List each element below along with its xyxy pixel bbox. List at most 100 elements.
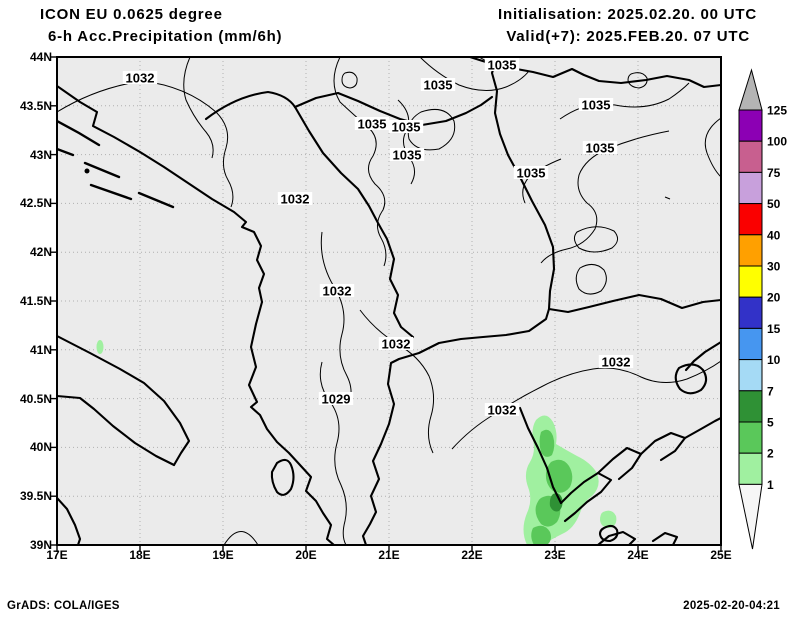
border-bulgaria-greece: [547, 293, 721, 314]
contour-label: 1032: [378, 337, 414, 352]
model-title: ICON EU 0.0625 degree: [40, 6, 223, 23]
colorbar-label: 2: [767, 447, 774, 461]
contour-line: [57, 80, 234, 208]
coastline-chalkidiki-2: [596, 446, 643, 481]
contour-label-text: 1032: [281, 192, 310, 207]
island-sliver-5: [137, 191, 175, 209]
colorbar-label: 30: [767, 260, 781, 274]
initialisation-time: Initialisation: 2025.02.20. 00 UTC: [498, 6, 757, 23]
contour-label: 1035: [354, 117, 390, 132]
lon-tick-label: 22E: [461, 548, 483, 562]
contour-line: [575, 264, 607, 295]
contour-label-text: 1035: [586, 141, 615, 156]
lat-tick-label: 42N: [29, 245, 52, 260]
contour-label-bg: [420, 78, 456, 91]
coastline-chalkidiki-3: [639, 431, 687, 462]
colorbar-segment: [738, 359, 763, 392]
precip-area-medium-1: [539, 429, 555, 457]
contour-label: 1032: [277, 192, 313, 207]
coastline-italy-heel-north: [57, 334, 191, 467]
contour-line: [397, 99, 415, 185]
colorbar-label: 1: [767, 478, 774, 492]
colorbar-label: 50: [767, 197, 781, 211]
contour-label-bg: [582, 141, 618, 154]
contour-lines: [57, 57, 721, 545]
contour-label-bg: [277, 192, 313, 205]
lon-tick-label: 18E: [129, 548, 151, 562]
contour-label-text: 1035: [488, 58, 517, 73]
coastline-dalmatia: [57, 84, 266, 304]
colorbar-label: 100: [767, 135, 787, 149]
island-sliver-2: [57, 147, 75, 157]
lat-tick-label: 39N: [29, 538, 52, 552]
contour-label-text: 1035: [393, 148, 422, 163]
lat-tick-label: 42.5N: [19, 196, 52, 211]
colorbar-segment: [738, 296, 763, 329]
island-sliver-3: [83, 161, 121, 179]
contour-line: [333, 57, 387, 267]
lon-tick-label: 23E: [544, 548, 566, 562]
colorbar-segment: [738, 234, 763, 267]
colorbar-label: 15: [767, 322, 781, 336]
axis-ticks: [50, 56, 722, 552]
contour-label-text: 1032: [323, 284, 352, 299]
contour-label-text: 1032: [602, 355, 631, 370]
contour-line: [573, 226, 618, 253]
lon-tick-label: 21E: [378, 548, 400, 562]
contour-label-text: 1035: [424, 78, 453, 93]
contour-label-bg: [578, 98, 614, 111]
island-ring: [598, 524, 619, 543]
lat-tick-label: 40.5N: [19, 391, 52, 406]
grads-stamp: GrADS: COLA/IGES: [7, 600, 120, 612]
contour-label: 1035: [388, 120, 424, 135]
colorbar-segment: [738, 171, 763, 205]
colorbar-label: 75: [767, 166, 781, 180]
border-north-east: [293, 91, 494, 127]
colorbar-label: 125: [767, 104, 787, 118]
contour-label-text: 1032: [382, 337, 411, 352]
contour-label: 1035: [484, 58, 520, 73]
island-sliver-1: [57, 119, 101, 147]
lat-tick-label: 43N: [29, 147, 52, 162]
field-title: 6-h Acc.Precipitation (mm/6h): [48, 28, 283, 45]
coastline-italy-corner: [57, 496, 82, 545]
contour-label-bg: [319, 284, 355, 297]
contour-label-bg: [598, 355, 634, 368]
contour-line: [183, 57, 214, 159]
colorbar-under-arrow: [738, 483, 763, 550]
contour-label-text: 1035: [517, 166, 546, 181]
colorbar-segment: [738, 327, 763, 361]
contour-label: 1032: [319, 284, 355, 299]
border-macedonia-west: [361, 307, 551, 545]
island-dot: [84, 168, 90, 174]
contour-label: 1032: [484, 403, 520, 418]
contour-value-labels: 1032 1035 1035 1035 1035 1035 1035 1035 1035 1032…: [122, 58, 634, 418]
contour-line: [704, 117, 721, 178]
lat-tick-label: 39.5N: [19, 489, 52, 504]
contour-label-text: 1032: [126, 71, 155, 86]
contour-label: 1035: [578, 98, 614, 113]
contour-label-bg: [513, 166, 549, 179]
contour-line: [627, 72, 648, 89]
contour-label-bg: [122, 71, 158, 84]
lat-tick-label: 44N: [29, 50, 52, 64]
coastline-thermaic-gulf: [518, 406, 563, 505]
contour-label: 1035: [513, 166, 549, 181]
lon-tick-label: 17E: [46, 548, 68, 562]
contour-label-bg: [378, 337, 414, 350]
lon-tick-label: 25E: [710, 548, 732, 562]
contour-label: 1035: [389, 148, 425, 163]
coastline-albania-greece: [247, 300, 336, 545]
colorbar-segment: [738, 109, 763, 142]
contour-line: [359, 309, 435, 454]
contour-label-text: 1035: [358, 117, 387, 132]
contour-line: [320, 231, 352, 405]
colorbar-segment: [738, 140, 763, 173]
contour-label: 1032: [122, 71, 158, 86]
contour-label-bg: [318, 392, 354, 405]
colorbar-segment: [738, 390, 763, 423]
island-corfu: [270, 458, 295, 496]
contour-line: [341, 71, 358, 89]
